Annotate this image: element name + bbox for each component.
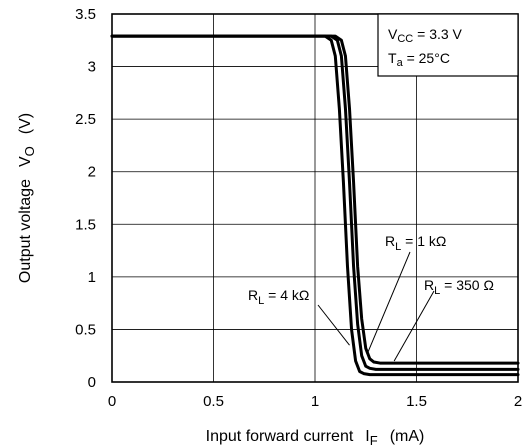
x-tick-label: 0.5: [203, 393, 224, 410]
annotation-r-subscript: L: [434, 285, 440, 297]
y-tick-label: 3.5: [75, 6, 96, 23]
series-annotation-2: RL = 350 Ω: [424, 277, 494, 297]
annotation-leader-line: [317, 304, 350, 346]
y-axis-label: Output voltage VO (V): [17, 113, 37, 283]
x-axis-label-subscript: F: [370, 433, 378, 448]
annotation-r-subscript: L: [395, 241, 401, 253]
plot-frame: [111, 13, 519, 383]
annotation-r-subscript: L: [258, 295, 264, 307]
y-tick-label: 3: [88, 59, 96, 76]
x-axis-label-symbol: I: [365, 428, 369, 445]
x-tick-label: 1.5: [406, 393, 427, 410]
curve-layer: [110, 34, 520, 377]
annotation-leader-line: [367, 251, 411, 353]
x-tick-label: 1: [311, 393, 319, 410]
annotation-r-value: = 4 kΩ: [264, 287, 309, 303]
annotation-leader-line: [393, 290, 435, 362]
conditions-box-frame: [377, 13, 519, 77]
x-axis-label-main: Input forward current: [206, 428, 354, 445]
ta-value: = 25°C: [403, 50, 450, 66]
y-axis-label-symbol: V: [17, 156, 34, 167]
y-axis-label-unit: (V): [17, 113, 34, 134]
tick-layer: 0 0.5 1 1.5 2 0 0.5 1 1.5 2 2.5 3 3.5: [75, 6, 522, 410]
y-tick-label: 0: [88, 374, 96, 391]
y-tick-label: 2.5: [75, 111, 96, 128]
y-axis-label-main: Output voltage: [17, 179, 34, 283]
series-line-1: [110, 34, 520, 371]
y-tick-label: 1: [88, 269, 96, 286]
series-line-0: [110, 34, 520, 377]
series-line-2: [110, 34, 520, 365]
y-tick-label: 2: [88, 164, 96, 181]
ta-subscript: a: [397, 57, 404, 69]
vcc-value: = 3.3 V: [413, 26, 462, 42]
vcc-subscript: CC: [397, 33, 413, 45]
frame-layer: [111, 13, 519, 383]
series-annotation-1: RL = 1 kΩ: [385, 233, 446, 253]
annotation-r-symbol: R: [424, 277, 434, 293]
annotation-r-symbol: R: [248, 287, 258, 303]
x-tick-label: 2: [514, 393, 522, 410]
annotation-r-value: = 1 kΩ: [401, 233, 446, 249]
x-axis-label-unit: (mA): [390, 428, 425, 445]
conditions-box: VCC = 3.3 V Ta = 25°C: [377, 13, 519, 77]
vcc-condition: VCC = 3.3 V: [388, 26, 463, 45]
axis-label-layer: Input forward current IF (mA) Output voltag…: [17, 113, 424, 448]
x-tick-label: 0: [108, 393, 116, 410]
series-annotation-0: RL = 4 kΩ: [248, 287, 309, 307]
ta-symbol: T: [388, 50, 397, 66]
y-tick-label: 1.5: [75, 216, 96, 233]
y-tick-label: 0.5: [75, 321, 96, 338]
y-axis-label-subscript: O: [22, 146, 37, 156]
ta-condition: Ta = 25°C: [388, 50, 450, 69]
vcc-symbol: V: [388, 26, 398, 42]
annotation-r-value: = 350 Ω: [440, 277, 494, 293]
annotation-r-symbol: R: [385, 233, 395, 249]
x-axis-label: Input forward current IF (mA): [206, 428, 425, 448]
